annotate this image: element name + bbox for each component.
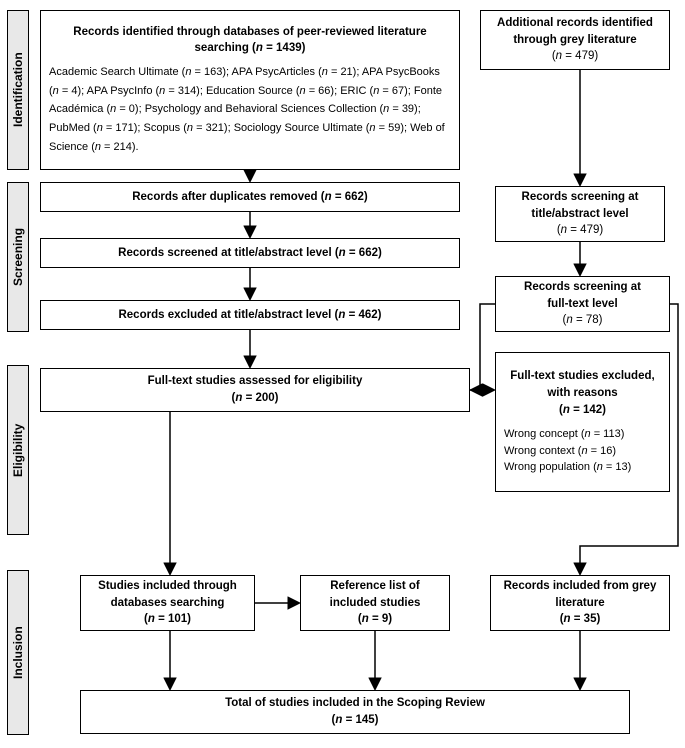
stage-identification: Identification bbox=[7, 10, 29, 170]
box-excluded-ta: Records excluded at title/abstract level… bbox=[40, 300, 460, 330]
box-included-grey: Records included from greyliterature (n … bbox=[490, 575, 670, 631]
db-search-detail: Academic Search Ultimate (n = 163); APA … bbox=[49, 63, 451, 156]
box-db-search: Records identified through databases of … bbox=[40, 10, 460, 170]
stage-inclusion: Inclusion bbox=[7, 570, 29, 735]
box-fulltext-excluded: Full-text studies excluded,with reasons … bbox=[495, 352, 670, 492]
box-total: Total of studies included in the Scoping… bbox=[80, 690, 630, 734]
stage-eligibility: Eligibility bbox=[7, 365, 29, 535]
box-fulltext: Full-text studies assessed for eligibili… bbox=[40, 368, 470, 412]
box-screened-ta: Records screened at title/abstract level… bbox=[40, 238, 460, 268]
box-included-db: Studies included throughdatabases search… bbox=[80, 575, 255, 631]
box-grey: Additional records identifiedthrough gre… bbox=[480, 10, 670, 70]
box-grey-ft: Records screening atfull-text level (n =… bbox=[495, 276, 670, 332]
box-included-ref: Reference list ofincluded studies (n = 9… bbox=[300, 575, 450, 631]
box-duplicates: Records after duplicates removed (n = 66… bbox=[40, 182, 460, 212]
box-grey-ta: Records screening attitle/abstract level… bbox=[495, 186, 665, 242]
stage-screening: Screening bbox=[7, 182, 29, 332]
